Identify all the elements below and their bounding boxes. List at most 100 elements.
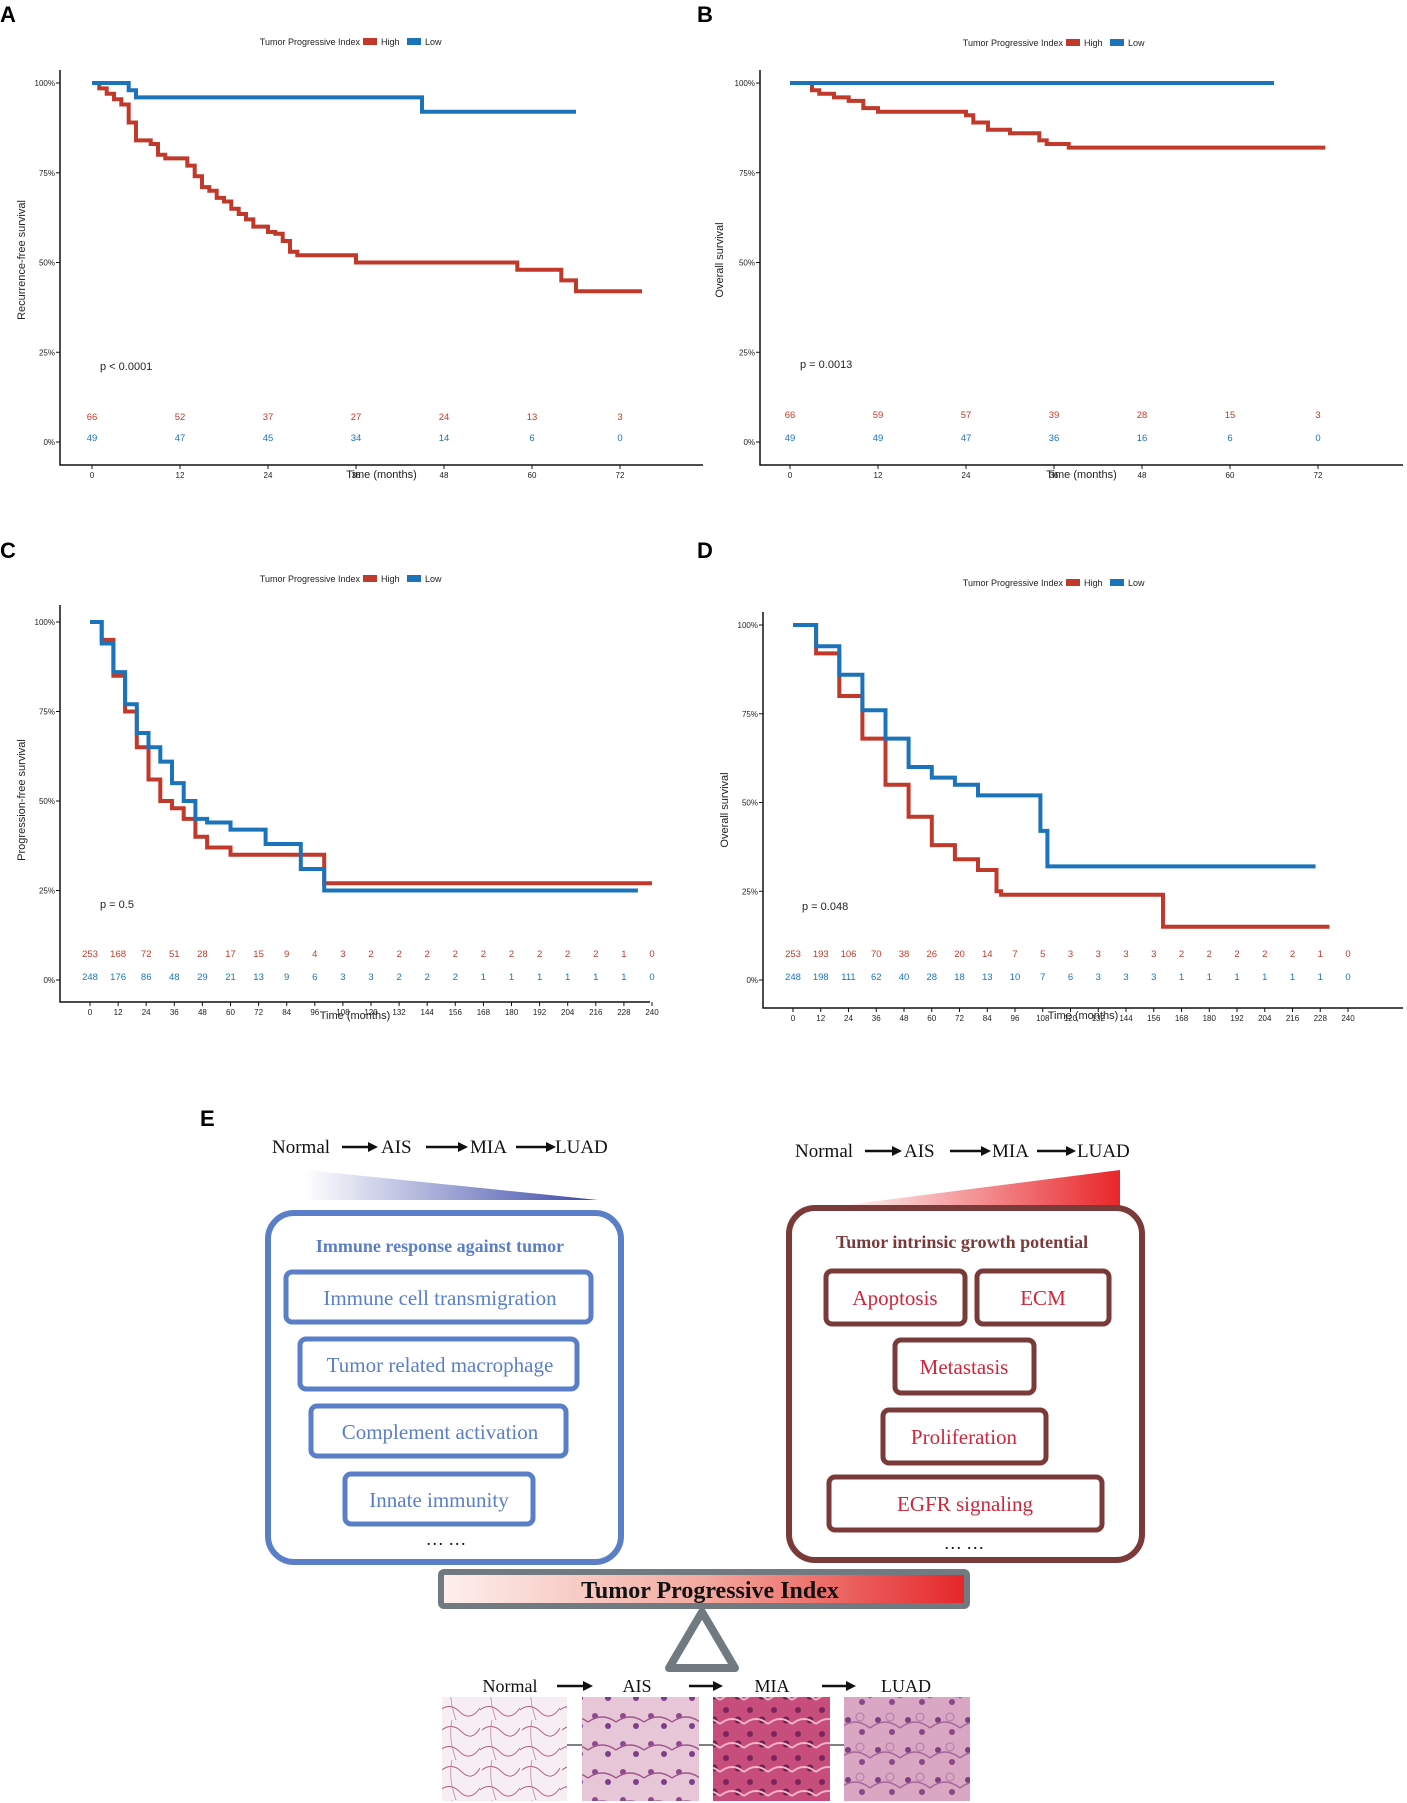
x-tick-label: 108: [336, 1008, 350, 1017]
immune-decrease-wedge: [305, 1170, 598, 1200]
immune-item-label: Innate immunity: [369, 1488, 509, 1512]
risk-count-high: 52: [175, 412, 186, 423]
risk-count-low: 13: [982, 972, 993, 983]
x-tick-label: 228: [617, 1008, 631, 1017]
risk-count-high: 72: [141, 949, 152, 960]
arrow-head-icon: [1066, 1146, 1076, 1156]
risk-count-low: 1: [1234, 972, 1239, 983]
x-tick-label: 120: [1064, 1014, 1078, 1023]
risk-count-low: 18: [954, 972, 965, 983]
risk-count-high: 57: [961, 410, 972, 421]
arrow-head-icon: [458, 1142, 468, 1152]
risk-count-low: 0: [617, 433, 622, 444]
x-tick-label: 48: [1138, 471, 1147, 480]
risk-count-high: 13: [527, 412, 538, 423]
x-axis-title: Time (months): [320, 1010, 391, 1022]
y-axis-title: Progression-free survival: [16, 739, 28, 861]
x-tick-label: 144: [421, 1008, 435, 1017]
risk-count-low: 1: [565, 972, 570, 983]
risk-count-high: 3: [1096, 949, 1101, 960]
x-tick-label: 120: [364, 1008, 378, 1017]
panel-letter: B: [697, 2, 713, 27]
risk-count-high: 2: [565, 949, 570, 960]
tumor-item-box: [823, 1268, 968, 1327]
km-curve-high: [90, 620, 652, 886]
risk-count-high: 15: [1225, 410, 1236, 421]
x-tick-label: 24: [264, 471, 273, 480]
risk-count-low: 47: [961, 433, 972, 444]
y-tick-label: 100%: [735, 79, 755, 88]
y-tick-label: 0%: [746, 976, 758, 985]
legend-swatch-high: [1066, 579, 1080, 586]
x-tick-label: 36: [352, 471, 361, 480]
risk-count-high: 28: [197, 949, 208, 960]
immune-item-box: [342, 1471, 536, 1527]
risk-count-high: 0: [1345, 949, 1350, 960]
risk-count-low: 1: [1262, 972, 1267, 983]
legend-label-high: High: [1084, 38, 1103, 48]
x-tick-label: 168: [477, 1008, 491, 1017]
risk-count-high: 3: [1068, 949, 1073, 960]
risk-count-high: 106: [841, 949, 857, 960]
risk-count-high: 3: [340, 949, 345, 960]
risk-count-low: 1: [593, 972, 598, 983]
arrow-head-icon: [583, 1681, 593, 1691]
panel-letter: C: [0, 538, 16, 563]
histology-label-normal: Normal: [483, 1676, 538, 1696]
risk-count-high: 15: [253, 949, 264, 960]
km-curve-low: [90, 620, 638, 893]
histology-label-luad: LUAD: [881, 1676, 931, 1696]
histology-label-ais: AIS: [622, 1676, 651, 1696]
x-tick-label: 156: [449, 1008, 463, 1017]
risk-count-high: 193: [813, 949, 829, 960]
risk-count-high: 2: [1179, 949, 1184, 960]
risk-count-low: 1: [537, 972, 542, 983]
y-tick-label: 75%: [39, 169, 55, 178]
risk-count-high: 2: [593, 949, 598, 960]
x-tick-label: 48: [900, 1014, 909, 1023]
immune-ellipsis: … …: [426, 1529, 467, 1549]
x-axis-title: Time (months): [346, 469, 417, 481]
risk-count-high: 0: [649, 949, 654, 960]
risk-count-high: 20: [954, 949, 965, 960]
risk-count-low: 3: [340, 972, 345, 983]
x-tick-label: 156: [1147, 1014, 1161, 1023]
y-tick-label: 75%: [39, 708, 55, 717]
risk-count-low: 36: [1049, 433, 1060, 444]
immune-item-label: Tumor related macrophage: [327, 1353, 554, 1377]
risk-count-low: 6: [529, 433, 534, 444]
risk-count-high: 66: [87, 412, 98, 423]
risk-count-low: 47: [175, 433, 186, 444]
x-tick-label: 60: [528, 471, 537, 480]
y-axis-title: Overall survival: [719, 772, 731, 847]
x-tick-label: 36: [170, 1008, 179, 1017]
x-tick-label: 12: [874, 471, 883, 480]
tumor-item-label: Metastasis: [920, 1355, 1009, 1379]
x-tick-label: 48: [198, 1008, 207, 1017]
panel-a-chart: A Tumor Progressive Index High Low 0% 25% 50% 7…: [0, 2, 703, 481]
risk-count-low: 62: [871, 972, 882, 983]
x-tick-label: 36: [1050, 471, 1059, 480]
x-tick-label: 0: [90, 471, 95, 480]
km-curve-low: [793, 623, 1316, 869]
tumor-item-box: [892, 1337, 1037, 1396]
x-tick-label: 96: [1011, 1014, 1020, 1023]
x-tick-label: 12: [176, 471, 185, 480]
risk-count-low: 14: [439, 433, 450, 444]
risk-count-high: 39: [1049, 410, 1060, 421]
km-curve-high: [92, 81, 642, 294]
risk-count-low: 34: [351, 433, 362, 444]
km-curve-high: [790, 81, 1326, 150]
legend-swatch-low: [407, 38, 421, 45]
tumor-item-box: [880, 1407, 1049, 1466]
risk-count-high: 24: [439, 412, 450, 423]
risk-count-high: 2: [1290, 949, 1295, 960]
risk-count-high: 17: [225, 949, 236, 960]
axis-frame: [759, 70, 1403, 466]
legend-label-high: High: [1084, 578, 1103, 588]
tumor-box-heading: Tumor intrinsic growth potential: [836, 1232, 1088, 1252]
x-tick-label: 144: [1119, 1014, 1133, 1023]
risk-count-low: 9: [284, 972, 289, 983]
risk-count-low: 3: [1096, 972, 1101, 983]
